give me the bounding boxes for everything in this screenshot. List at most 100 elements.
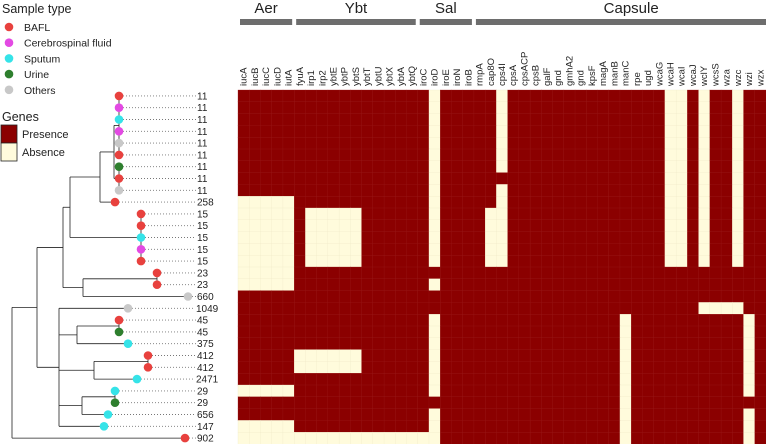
- heatmap-cell: [440, 243, 452, 256]
- tip-label: 11: [197, 150, 208, 161]
- heatmap-cell: [664, 361, 677, 374]
- heatmap-cell: [406, 101, 419, 114]
- heatmap-cell: [473, 420, 486, 433]
- heatmap-cell: [552, 172, 565, 185]
- heatmap-cell: [361, 125, 374, 138]
- heatmap-cell: [462, 196, 475, 209]
- heatmap-cell: [732, 137, 744, 150]
- heatmap-cell: [743, 113, 756, 126]
- heatmap-cell: [619, 207, 632, 221]
- heatmap-cell: [260, 361, 273, 374]
- heatmap-cell: [383, 373, 396, 386]
- heatmap-cell: [631, 266, 643, 280]
- heatmap-cell: [237, 243, 250, 256]
- heatmap-cell: [271, 137, 284, 150]
- heatmap-cell: [440, 219, 452, 232]
- heatmap-cell: [687, 361, 699, 374]
- heatmap-cell: [631, 255, 643, 268]
- heatmap-cell: [338, 396, 351, 409]
- heatmap-cell: [496, 408, 508, 421]
- heatmap-cell: [698, 408, 711, 421]
- heatmap-cell: [541, 361, 553, 374]
- heatmap-cell: [529, 314, 542, 327]
- heatmap-cell: [608, 148, 621, 162]
- heatmap-cell: [709, 219, 722, 232]
- heatmap-cell: [642, 243, 654, 256]
- heatmap-cell: [664, 255, 677, 268]
- heatmap-cell: [361, 231, 374, 244]
- heatmap-cell: [664, 207, 677, 221]
- tip-label: 1049: [196, 304, 219, 315]
- heatmap-cell: [462, 148, 475, 162]
- heatmap-cell: [372, 231, 385, 244]
- heatmap-cell: [664, 290, 677, 303]
- heatmap-cell: [586, 101, 598, 114]
- heatmap-cell: [743, 373, 756, 386]
- heatmap-cell: [372, 266, 385, 280]
- heatmap-cell: [417, 373, 430, 386]
- heatmap-cell: [687, 243, 699, 256]
- heatmap-cell: [529, 420, 542, 433]
- heatmap-cell: [406, 349, 419, 362]
- heatmap-cell: [720, 325, 733, 339]
- heatmap-cell: [586, 137, 598, 150]
- heatmap-cell: [338, 384, 351, 398]
- heatmap-cell: [327, 160, 340, 173]
- heatmap-cell: [642, 325, 654, 339]
- heatmap-cell: [417, 231, 430, 244]
- heatmap-cell: [338, 243, 351, 256]
- heatmap-cell: [518, 243, 531, 256]
- heatmap-cell: [484, 396, 497, 409]
- heatmap-cell: [653, 396, 666, 409]
- gene-label: magA: [598, 61, 609, 86]
- heatmap-cell: [406, 243, 419, 256]
- heatmap-cell: [586, 125, 598, 138]
- group-label-sal: Sal: [435, 0, 457, 17]
- heatmap-cell: [260, 231, 273, 244]
- heatmap-cell: [552, 196, 565, 209]
- heatmap-cell: [552, 266, 565, 280]
- heatmap-cell: [586, 384, 598, 398]
- heatmap-cell: [743, 408, 756, 421]
- heatmap-cell: [597, 113, 610, 126]
- heatmap-cell: [417, 337, 430, 350]
- tip-dot: [114, 127, 124, 136]
- heatmap-cell: [597, 266, 610, 280]
- heatmap-cell: [586, 219, 598, 232]
- heatmap-cell: [642, 420, 654, 433]
- heatmap-cell: [675, 113, 688, 126]
- heatmap-cell: [653, 231, 666, 244]
- heatmap-cell: [473, 113, 486, 126]
- heatmap-cell: [619, 325, 632, 339]
- heatmap-cell: [698, 255, 711, 268]
- heatmap-cell: [338, 172, 351, 185]
- heatmap-cell: [237, 302, 250, 315]
- heatmap-cell: [608, 113, 621, 126]
- heatmap-cell: [631, 184, 643, 197]
- heatmap-cell: [597, 396, 610, 409]
- heatmap-cell: [732, 243, 744, 256]
- heatmap-cell: [720, 160, 733, 173]
- heatmap-cell: [294, 113, 306, 126]
- heatmap-cell: [631, 349, 643, 362]
- tip-label: 660: [197, 292, 214, 303]
- heatmap-cell: [709, 408, 722, 421]
- heatmap-cell: [395, 148, 407, 162]
- legend-dot-sputum: [4, 54, 14, 63]
- gene-label: iroB: [463, 69, 474, 86]
- tip-dot: [152, 268, 162, 278]
- heatmap-cell: [327, 290, 340, 303]
- heatmap-cell: [406, 384, 419, 398]
- tip-label: 11: [197, 127, 208, 138]
- heatmap-cell: [541, 314, 553, 327]
- heatmap-cell: [496, 266, 508, 280]
- heatmap-cell: [305, 113, 317, 126]
- heatmap-cell: [350, 384, 362, 398]
- heatmap-cell: [462, 302, 475, 315]
- heatmap-cell: [282, 337, 295, 350]
- heatmap-cell: [473, 148, 486, 162]
- heatmap-cell: [698, 266, 711, 280]
- heatmap-cell: [518, 325, 531, 339]
- heatmap-cell: [237, 325, 250, 339]
- heatmap-cell: [406, 219, 419, 232]
